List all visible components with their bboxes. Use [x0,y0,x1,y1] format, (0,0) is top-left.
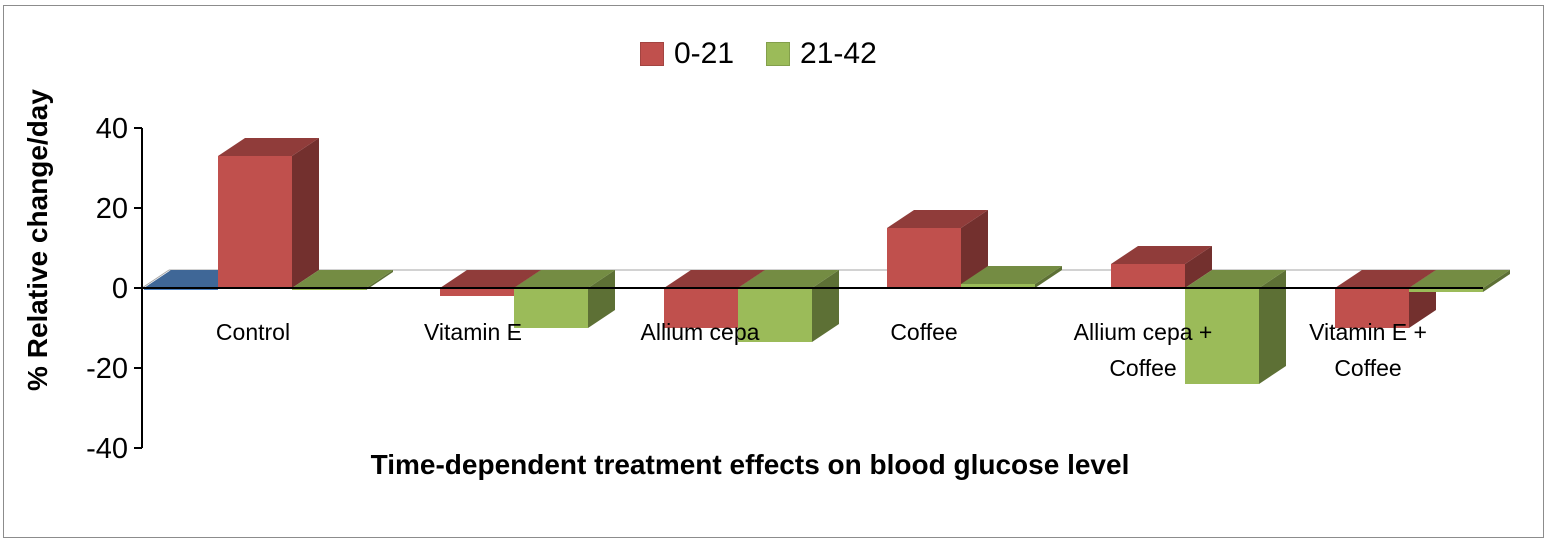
category-label: Coffee [890,319,957,345]
bar-21-42-1 [514,288,588,328]
category-label: Allium cepa + [1074,319,1213,345]
bar-top-0-21-5 [1335,270,1436,288]
legend-swatch-series-2 [766,42,791,66]
bars-layer [144,138,1510,384]
bar-top-21-42-2 [738,270,839,288]
bar-top-21-42-0 [292,270,393,288]
category-label: Vitamin E [424,319,522,345]
legend-swatch-series-1 [640,42,664,66]
bar-0-21-3 [887,228,961,288]
legend-item-series-2: 21-42 [766,37,877,71]
bar-21-42-5 [1409,288,1483,292]
plot-front-layer: 40 20 0 -20 -40 Control Vitamin E Allium cepa Co… [86,113,1483,465]
category-label: Coffee [1334,355,1401,381]
bar-side-0-21-0 [292,138,319,288]
category-label: Control [216,319,290,345]
bar-side-21-42-3 [1035,266,1062,288]
legend-label-series-1: 0-21 [674,37,735,70]
bar-0-21-0 [218,156,292,288]
bar-21-42-2 [738,288,812,342]
bar-side-21-42-1 [588,270,615,328]
y-tick-label: 0 [112,273,128,305]
category-label: Vitamin E + [1309,319,1427,345]
bar-top-0-21-1 [440,270,541,288]
bar-top-21-42-4 [1185,270,1286,288]
legend: 0-21 21-42 [640,36,909,72]
bar-side-21-42-5 [1483,270,1510,292]
x-axis-title: Time-dependent treatment effects on bloo… [371,449,1130,480]
bar-side-21-42-0 [366,270,393,290]
bar-0-21-1 [440,288,514,296]
bar-21-42-3 [961,284,1035,288]
bar-top-0-21-4 [1111,246,1212,264]
y-tick-label: -20 [86,353,128,385]
legend-label-series-2: 21-42 [800,37,877,70]
y-axis-title: % Relative change/day [22,89,53,391]
bar-0-21-4 [1111,264,1185,288]
category-label: Allium cepa [641,319,760,345]
bar-top-21-42-3 [961,266,1062,284]
bar-0-21-5 [1335,288,1409,328]
bar-side-21-42-4 [1259,270,1286,384]
zero-line-depth [141,269,170,289]
y-tick-label: 20 [96,193,128,225]
bar-top-0-21-2 [664,270,765,288]
category-label: Coffee [1109,355,1176,381]
bar-top-21-42-1 [514,270,615,288]
y-tick-label: 40 [96,113,128,145]
bar-21-42-4 [1185,288,1259,384]
bar-top-21-42-5 [1409,270,1510,288]
y-tick-label: -40 [86,433,128,465]
bar-top-0-21-0 [218,138,319,156]
bar-top-0-21-3 [887,210,988,228]
bar-side-0-21-4 [1185,246,1212,288]
bar-side-0-21-3 [961,210,988,288]
bar-0-21-2 [664,288,738,328]
legend-item-series-1: 0-21 [640,37,734,71]
